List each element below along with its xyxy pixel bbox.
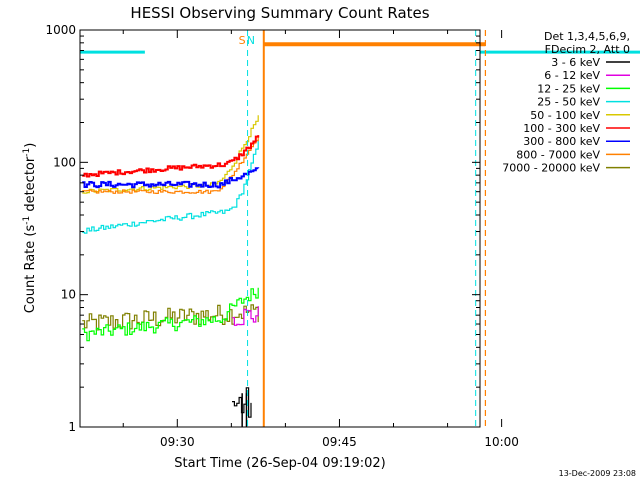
x-tick-label: 09:30 [160,435,195,449]
y-tick-label: 10 [61,288,76,302]
y-label-main: Count Rate (s [23,225,38,314]
series-line-2 [82,287,259,342]
y-label-sup1: -1 [22,216,32,225]
legend-title-line: Det 1,3,4,5,6,9, [544,30,630,43]
series-line-4 [82,115,259,194]
y-label-mid: detector [23,156,38,216]
y-tick-label: 100 [53,155,76,169]
y-label-end: ) [23,143,38,148]
annotation-N: N [247,34,255,47]
y-tick-label: 1 [68,420,76,434]
plot-area: SNF [80,30,640,427]
series-line-3 [82,139,259,234]
y-tick-label: 1000 [45,23,76,37]
legend-title-line: FDecim 2, Att 0 [545,43,630,56]
y-axis-label: Count Rate (s-1 detector-1) [22,143,38,314]
x-axis-label: Start Time (26-Sep-04 09:19:02) [174,456,385,471]
legend-label: 100 - 300 keV [523,122,600,135]
legend-label: 300 - 800 keV [523,135,600,148]
chart-title: HESSI Observing Summary Count Rates [130,4,429,22]
legend-label: 6 - 12 keV [544,69,600,82]
legend-label: 3 - 6 keV [551,56,600,69]
annotation-S: S [239,34,246,47]
series-line-8 [82,304,259,331]
legend-label: 25 - 50 keV [537,96,600,109]
y-label-sup2: -1 [22,148,32,157]
legend: Det 1,3,4,5,6,9,FDecim 2, Att 03 - 6 keV… [502,30,630,175]
series-line-6 [82,167,260,189]
legend-label: 50 - 100 keV [530,109,600,122]
x-tick-label: 10:00 [484,435,519,449]
footer-date: 13-Dec-2009 23:08 [559,469,636,478]
series-line-5 [82,135,260,178]
legend-label: 800 - 7000 keV [516,148,600,161]
series-line-1 [232,306,259,326]
legend-label: 7000 - 20000 keV [502,162,600,175]
x-tick-label: 09:45 [322,435,357,449]
plot-frame [79,29,481,428]
legend-label: 12 - 25 keV [537,82,600,95]
